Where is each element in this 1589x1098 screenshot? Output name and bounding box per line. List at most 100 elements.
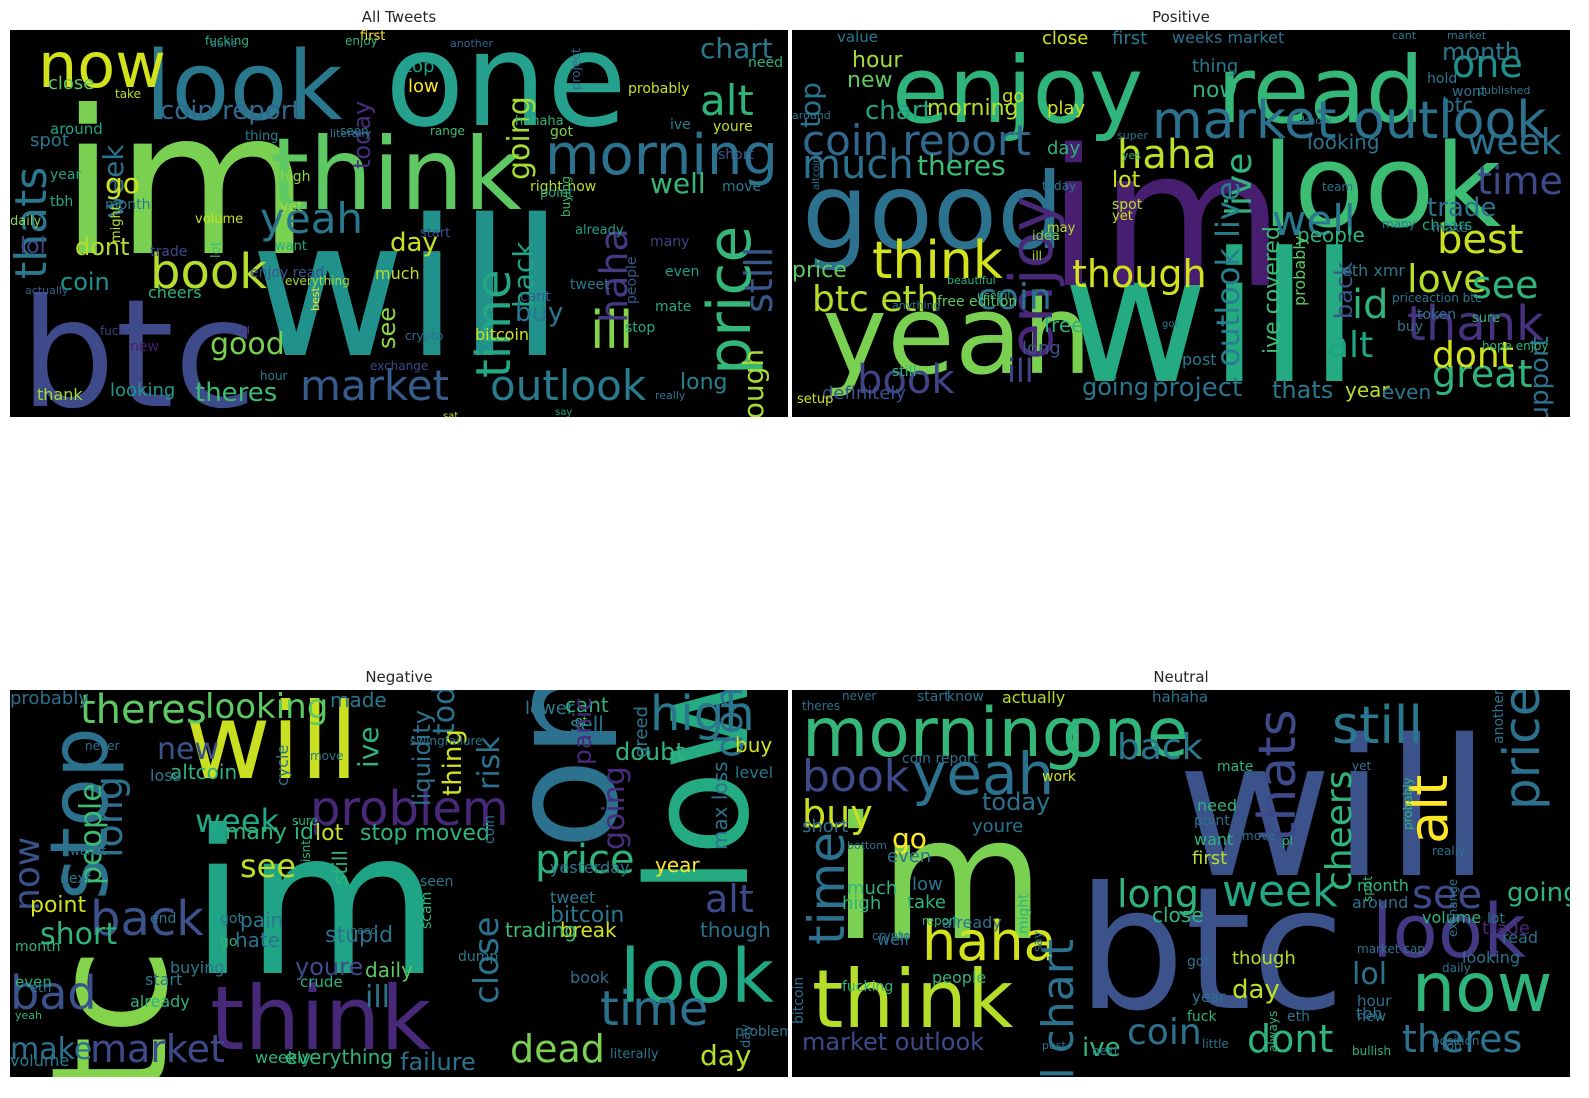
cloud-word: back (90, 891, 205, 947)
cloud-word: year (50, 167, 82, 183)
cloud-word: great (1432, 352, 1533, 396)
cloud-word: got (550, 124, 573, 140)
cloud-word: may (1047, 221, 1076, 236)
cloud-word: fucking (842, 979, 894, 995)
cloud-word: even (665, 264, 700, 280)
cloud-word: cheers (148, 283, 202, 302)
cloud-word: cheers (1422, 216, 1473, 234)
cloud-word: coin (977, 277, 1052, 318)
cloud-word: know (1302, 114, 1332, 127)
cloud-word: see (1412, 872, 1483, 918)
cloud-word: coin report (902, 751, 979, 767)
cloud-word: month (15, 939, 61, 955)
panel-title: Positive (1152, 8, 1210, 26)
cloud-word: alt (705, 877, 754, 921)
cloud-word: volume (10, 1051, 70, 1070)
cloud-word: best (309, 287, 322, 311)
cloud-word: move (1242, 829, 1276, 843)
cloud-word: max loss (708, 761, 732, 850)
cloud-word: cant (520, 289, 551, 305)
cloud-word: today (1042, 179, 1077, 193)
cloud-word: little (1202, 1037, 1229, 1051)
cloud-word: first (360, 30, 386, 44)
cloud-word: many (1382, 217, 1416, 231)
cloud-word: really (655, 389, 686, 402)
cloud-word: going (502, 96, 537, 180)
cloud-word: ill (365, 980, 391, 1015)
cloud-word: exchange (1446, 878, 1460, 937)
cloud-word: dump (458, 949, 499, 965)
cloud-word: daily (365, 958, 413, 982)
cloud-word: hope enjoy (1482, 339, 1549, 353)
cloud-word: going (597, 766, 632, 850)
cloud-word: made (330, 690, 387, 712)
cloud-word: bad (10, 966, 97, 1020)
cloud-word: month (1442, 38, 1520, 66)
cloud-word: day (739, 1024, 754, 1048)
cloud-word: eth (30, 981, 52, 996)
cloud-word: think (812, 953, 1014, 1046)
cloud-word: day (700, 1039, 752, 1072)
cloud-word: will (250, 179, 564, 400)
cloud-word: buy (515, 298, 564, 328)
cloud-word: weekly (255, 1048, 311, 1067)
cloud-word: think (270, 116, 522, 233)
cloud-word: look (1372, 889, 1526, 975)
cloud-word: weeks market (1172, 30, 1285, 47)
cloud-word: people (1297, 223, 1365, 247)
cloud-word: cant (1392, 30, 1417, 42)
cloud-word: seen (340, 124, 369, 138)
cloud-word: new (1357, 1009, 1386, 1025)
cloud-word: position (1432, 1034, 1480, 1048)
cloud-word: trade (1482, 918, 1530, 939)
cloud-word: problem (310, 781, 509, 837)
cloud-word: start (917, 690, 950, 705)
cloud-word: scam (419, 891, 435, 929)
cloud-word: btc (20, 268, 257, 417)
cloud-word: people (932, 968, 987, 987)
cloud-word: thank (37, 385, 83, 404)
cloud-word: go (220, 934, 238, 950)
cloud-word: work (1042, 769, 1076, 785)
cloud-word: yesterday (550, 858, 630, 877)
cloud-word: never (85, 739, 120, 753)
cloud-word: yeah (912, 740, 1055, 808)
cloud-word: bullish (1352, 1044, 1392, 1058)
cloud-word: point (540, 186, 574, 201)
cloud-word: crypto (405, 329, 444, 343)
cloud-word: ive (670, 117, 691, 133)
cloud-word: yet (280, 199, 303, 215)
cloud-word: next (60, 871, 92, 887)
cloud-word: sure (1472, 311, 1501, 326)
cloud-word: even (1382, 380, 1432, 404)
cloud-word: good (210, 327, 285, 362)
cloud-word: lol (1352, 957, 1388, 992)
cloud-word: published (1477, 84, 1531, 97)
cloud-word: still (328, 850, 352, 885)
cloud-word: yet (1112, 209, 1133, 224)
cloud-word: price (535, 837, 635, 883)
cloud-word: daily (10, 214, 42, 229)
cloud-word: day (1232, 975, 1280, 1005)
cloud-word: thing (245, 129, 279, 144)
cloud-word: always (1266, 1010, 1280, 1052)
cloud-word: definitely (822, 383, 907, 404)
cloud-word: youre (295, 953, 364, 981)
cloud-word: cant (565, 693, 609, 717)
cloud-word: good (802, 151, 1064, 273)
cloud-word: look (145, 32, 343, 142)
cloud-word: lot (1487, 911, 1505, 927)
cloud-word: looking (205, 690, 329, 727)
cloud-word: another (1491, 690, 1507, 744)
cloud-word: im (1047, 109, 1285, 330)
cloud-word: fuck (100, 324, 126, 338)
cloud-word: priceaction btc (1392, 291, 1482, 305)
cloud-word: got (220, 911, 243, 927)
cloud-word: best (1437, 217, 1524, 263)
cloud-word: though (1072, 252, 1207, 296)
cloud-word: literally (610, 1047, 659, 1062)
cloud-word: make (1432, 221, 1468, 236)
panel-title: Neutral (1153, 668, 1209, 686)
cloud-word: already (130, 992, 190, 1011)
cloud-word: theres (80, 690, 207, 733)
